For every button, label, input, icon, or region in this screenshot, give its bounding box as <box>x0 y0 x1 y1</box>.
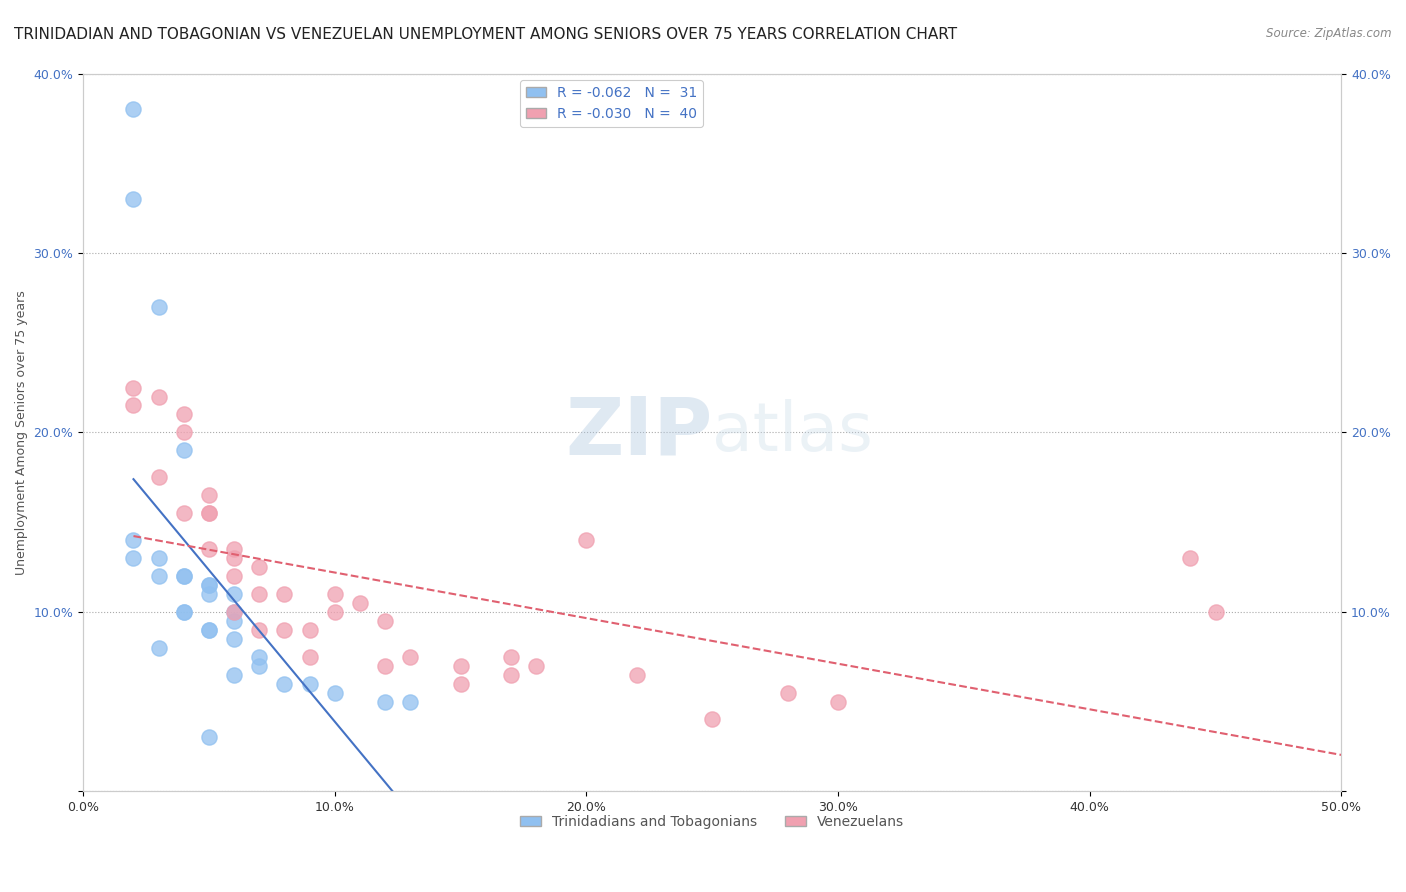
Text: TRINIDADIAN AND TOBAGONIAN VS VENEZUELAN UNEMPLOYMENT AMONG SENIORS OVER 75 YEAR: TRINIDADIAN AND TOBAGONIAN VS VENEZUELAN… <box>14 27 957 42</box>
Point <box>247 560 270 574</box>
Point <box>198 506 221 520</box>
Point <box>122 192 145 206</box>
Point <box>224 605 246 619</box>
Point <box>323 685 346 699</box>
Point <box>224 667 246 681</box>
Y-axis label: Unemployment Among Seniors over 75 years: Unemployment Among Seniors over 75 years <box>15 290 28 574</box>
Point <box>1205 605 1227 619</box>
Point <box>198 578 221 592</box>
Point <box>1180 551 1202 566</box>
Text: ZIP: ZIP <box>565 393 713 471</box>
Point <box>148 569 170 583</box>
Point <box>626 667 648 681</box>
Point <box>173 605 195 619</box>
Point <box>173 425 195 440</box>
Point <box>298 649 321 664</box>
Point <box>499 649 522 664</box>
Point <box>702 713 724 727</box>
Point <box>374 614 396 628</box>
Point <box>198 731 221 745</box>
Point <box>198 587 221 601</box>
Point <box>198 542 221 557</box>
Point <box>575 533 598 547</box>
Point <box>827 694 849 708</box>
Point <box>247 649 270 664</box>
Point <box>122 103 145 117</box>
Text: atlas: atlas <box>713 400 873 466</box>
Point <box>122 551 145 566</box>
Point <box>173 443 195 458</box>
Point <box>224 542 246 557</box>
Point <box>198 488 221 502</box>
Point <box>224 632 246 646</box>
Legend: Trinidadians and Tobagonians, Venezuelans: Trinidadians and Tobagonians, Venezuelan… <box>515 809 910 835</box>
Point <box>148 300 170 314</box>
Point <box>247 658 270 673</box>
Point <box>122 533 145 547</box>
Point <box>173 506 195 520</box>
Point <box>173 569 195 583</box>
Point <box>173 569 195 583</box>
Point <box>247 623 270 637</box>
Text: Source: ZipAtlas.com: Source: ZipAtlas.com <box>1267 27 1392 40</box>
Point <box>323 605 346 619</box>
Point <box>450 676 472 690</box>
Point <box>224 551 246 566</box>
Point <box>198 623 221 637</box>
Point <box>399 649 422 664</box>
Point <box>198 578 221 592</box>
Point <box>374 658 396 673</box>
Point <box>224 587 246 601</box>
Point <box>198 506 221 520</box>
Point <box>273 587 295 601</box>
Point <box>349 596 371 610</box>
Point <box>224 605 246 619</box>
Point <box>173 408 195 422</box>
Point <box>273 676 295 690</box>
Point <box>148 470 170 484</box>
Point <box>499 667 522 681</box>
Point <box>247 587 270 601</box>
Point <box>148 390 170 404</box>
Point <box>224 614 246 628</box>
Point <box>450 658 472 673</box>
Point <box>198 623 221 637</box>
Point <box>273 623 295 637</box>
Point <box>399 694 422 708</box>
Point <box>148 640 170 655</box>
Point <box>298 676 321 690</box>
Point <box>122 380 145 394</box>
Point <box>298 623 321 637</box>
Point <box>374 694 396 708</box>
Point <box>224 569 246 583</box>
Point <box>323 587 346 601</box>
Point <box>524 658 547 673</box>
Point <box>173 605 195 619</box>
Point <box>148 551 170 566</box>
Point <box>776 685 799 699</box>
Point <box>122 399 145 413</box>
